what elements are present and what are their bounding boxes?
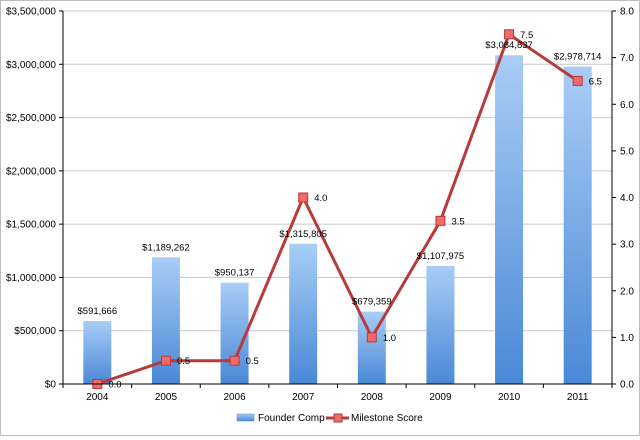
x-tick-label: 2011 [567, 392, 589, 403]
milestone-marker [572, 75, 583, 86]
legend-label-founder-comp: Founder Comp [258, 413, 325, 424]
y-left-tick-label: $3,000,000 [6, 60, 56, 71]
line-series-milestone-score [92, 29, 583, 389]
x-tick-label: 2009 [429, 392, 452, 403]
milestone-data-label: 4.0 [314, 193, 327, 204]
bar-data-label: $3,084,837 [485, 40, 533, 51]
bar-series-founder-comp [83, 55, 592, 385]
milestone-data-label: 1.0 [383, 333, 396, 344]
milestone-data-label: 3.5 [451, 216, 464, 227]
legend-swatch-milestone-marker [333, 413, 343, 423]
y-right-tick-label: 3.0 [620, 240, 634, 251]
bar-data-label: $2,978,714 [554, 52, 602, 63]
y-right-tick-label: 2.0 [620, 286, 634, 297]
y-right-tick-label: 1.0 [620, 333, 634, 344]
bar-data-label: $1,315,805 [279, 229, 327, 240]
bar-data-label: $679,359 [352, 297, 392, 308]
gridlines [63, 10, 612, 385]
milestone-marker [229, 355, 240, 366]
legend-label-milestone-score: Milestone Score [351, 413, 423, 424]
bar [289, 243, 318, 384]
x-tick-label: 2010 [498, 392, 521, 403]
legend: Founder Comp Milestone Score [236, 413, 423, 424]
milestone-data-label: 0.0 [108, 380, 121, 391]
y-right-tick-label: 8.0 [620, 7, 634, 18]
y-right-tick-label: 5.0 [620, 146, 634, 157]
y-right-tick-label: 7.0 [620, 53, 634, 64]
milestone-marker [504, 29, 515, 40]
bar [563, 66, 592, 384]
milestone-data-label: 0.5 [177, 356, 190, 367]
bar-data-label: $950,137 [215, 268, 255, 279]
y-right-tick-label: 0.0 [620, 380, 634, 391]
data-labels: $591,666 $1,189,262 $950,137 $1,315,805 $679… [78, 30, 602, 391]
milestone-data-label: 0.5 [246, 356, 259, 367]
x-tick-label: 2008 [361, 392, 384, 403]
x-tick-label: 2004 [86, 392, 109, 403]
x-tick-label: 2005 [155, 392, 178, 403]
axes: $0 $500,000 $1,000,000 $1,500,000 $2,000,000… [6, 7, 634, 404]
y-left-tick-label: $1,500,000 [6, 220, 56, 231]
milestone-data-label: 7.5 [520, 30, 533, 41]
bar [83, 320, 112, 384]
y-left-tick-label: $500,000 [14, 326, 56, 337]
y-left-tick-label: $2,500,000 [6, 113, 56, 124]
milestone-line [96, 32, 579, 386]
bar-data-label: $1,107,975 [417, 251, 465, 262]
y-right-tick-label: 6.0 [620, 100, 634, 111]
legend-swatch-founder-comp [236, 413, 255, 422]
bar-data-label: $1,189,262 [142, 242, 190, 253]
bar [426, 265, 455, 384]
bar [220, 282, 249, 384]
milestone-data-label: 6.5 [589, 76, 602, 87]
milestone-marker [435, 215, 446, 226]
y-left-tick-label: $0 [45, 380, 57, 391]
y-left-tick-label: $1,000,000 [6, 273, 56, 284]
milestone-marker [298, 192, 309, 203]
milestone-marker [160, 355, 171, 366]
x-tick-label: 2006 [223, 392, 246, 403]
y-right-tick-label: 4.0 [620, 193, 634, 204]
bar-data-label: $591,666 [78, 306, 118, 317]
milestone-marker [366, 332, 377, 343]
y-left-tick-label: $2,000,000 [6, 166, 56, 177]
bar [495, 55, 524, 385]
x-tick-label: 2007 [292, 392, 315, 403]
y-left-tick-label: $3,500,000 [6, 7, 56, 18]
